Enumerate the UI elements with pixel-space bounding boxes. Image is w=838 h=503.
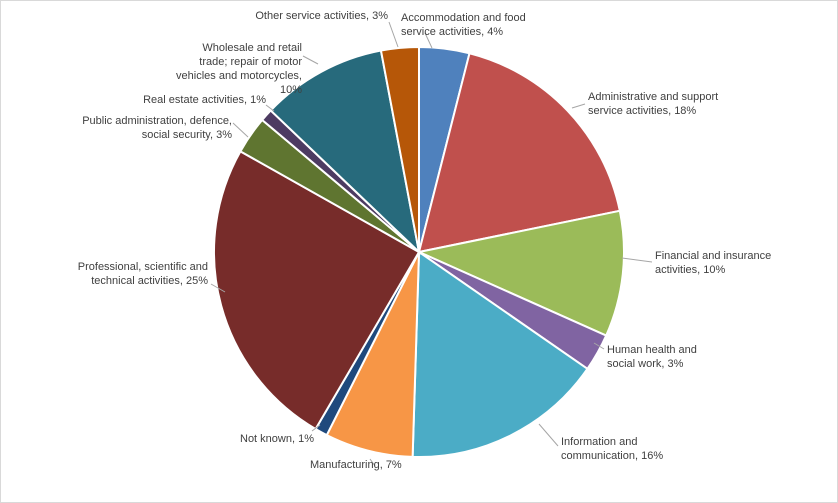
data-label-2: Administrative and support service activi… — [588, 91, 718, 117]
data-label-1: Accommodation and food service activities… — [401, 12, 526, 38]
data-label-7: Not known, 1% — [240, 433, 314, 445]
data-label-8: Professional, scientific and technical ac… — [78, 261, 208, 287]
data-label-5: Information and communication, 16% — [561, 436, 663, 462]
data-label-3: Financial and insurance activities, 10% — [655, 250, 771, 276]
data-label-11: Wholesale and retail trade; repair of mot… — [176, 42, 302, 96]
data-label-6: Manufacturing, 7% — [310, 459, 402, 471]
data-label-9: Public administration, defence, social se… — [82, 115, 232, 141]
pie-slice-8 — [213, 149, 421, 431]
leader-line-1 — [424, 32, 433, 49]
pie-slice-3 — [415, 209, 625, 337]
leader-line-9 — [232, 122, 249, 138]
leader-line-4 — [593, 342, 605, 350]
leader-line-10 — [265, 104, 275, 112]
leader-line-3 — [621, 257, 653, 263]
leader-line-11 — [302, 55, 319, 65]
pie-slice-11 — [269, 49, 421, 255]
pie-slice-2 — [417, 52, 622, 254]
leader-line-7 — [311, 424, 321, 432]
leader-line-12 — [388, 21, 399, 48]
pie-slice-12 — [379, 45, 420, 253]
data-label-4: Human health and social work, 3% — [607, 344, 697, 370]
leader-line-2 — [571, 103, 586, 109]
data-label-12: Other service activities, 3% — [255, 10, 388, 22]
leader-line-8 — [210, 283, 226, 293]
pie-slice-5 — [411, 250, 589, 458]
leader-line-5 — [538, 423, 559, 447]
data-label-10: Real estate activities, 1% — [143, 94, 266, 106]
leader-line-6 — [369, 458, 376, 467]
